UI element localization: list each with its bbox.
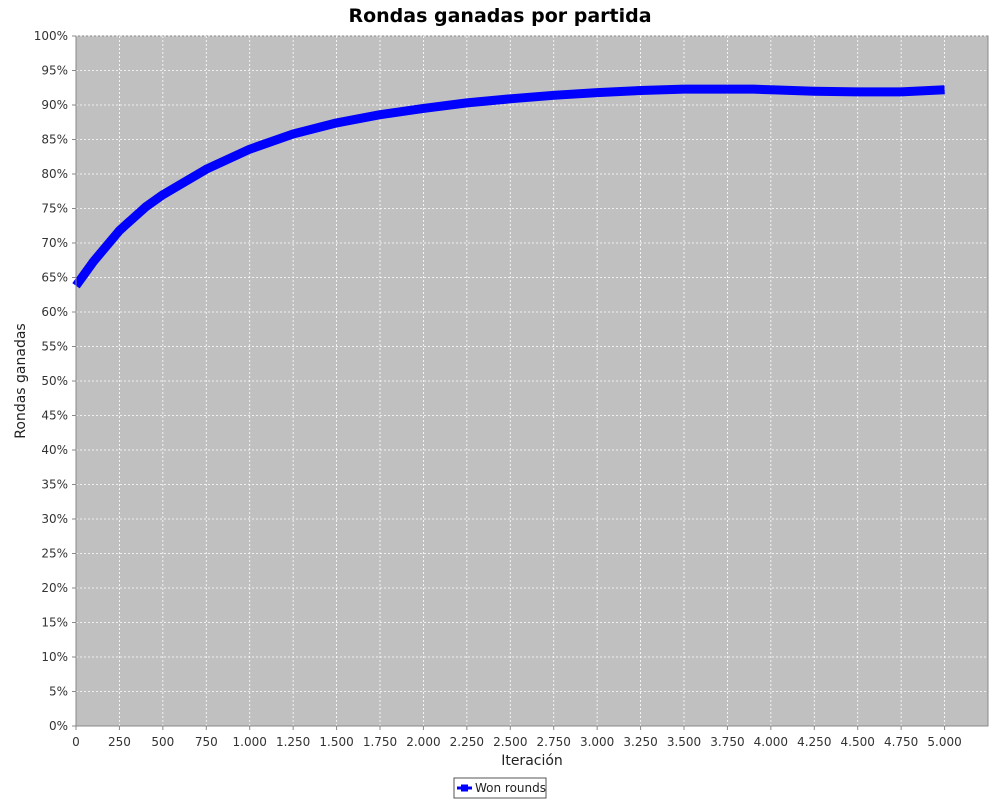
gridlines — [75, 35, 988, 727]
y-tick-label: 70% — [41, 236, 68, 250]
y-tick-label: 35% — [41, 478, 68, 492]
y-tick-label: 0% — [49, 719, 68, 733]
x-tick-label: 2.750 — [537, 735, 571, 749]
x-tick-label: 2.000 — [406, 735, 440, 749]
x-tick-label: 4.250 — [797, 735, 831, 749]
x-tick-label: 1.500 — [319, 735, 353, 749]
x-axis-ticks: 0 250 500 750 1.000 1.250 1.500 1.750 2.000 2.250… — [72, 726, 962, 749]
legend-box — [453, 777, 547, 799]
legend-entry-won-rounds: Won rounds — [475, 781, 546, 795]
x-tick-label: 1.250 — [276, 735, 310, 749]
x-tick-label: 3.500 — [667, 735, 701, 749]
x-tick-label: 500 — [151, 735, 174, 749]
x-tick-label: 4.500 — [841, 735, 875, 749]
y-tick-label: 15% — [41, 616, 68, 630]
x-tick-label: 2.500 — [493, 735, 527, 749]
series-line-won-rounds — [72, 84, 945, 289]
y-tick-label: 90% — [41, 98, 68, 112]
x-tick-label: 4.750 — [884, 735, 918, 749]
y-tick-label: 20% — [41, 581, 68, 595]
x-tick-label: 250 — [108, 735, 131, 749]
y-tick-label: 80% — [41, 167, 68, 181]
x-tick-label: 0 — [72, 735, 80, 749]
x-axis-label: Iteración — [501, 753, 563, 769]
y-axis-ticks: 0% 5% 10% 15% 20% 25% 30% 35% 40% 45% 50% 55% 60% 65%… — [34, 29, 76, 733]
legend-swatch-marker — [461, 784, 468, 792]
y-tick-label: 40% — [41, 443, 68, 457]
x-tick-label: 1.750 — [363, 735, 397, 749]
y-tick-label: 50% — [41, 374, 68, 388]
x-tick-label: 3.250 — [623, 735, 657, 749]
chart-title: Rondas ganadas por partida — [348, 5, 651, 27]
x-tick-label: 4.000 — [754, 735, 788, 749]
x-tick-label: 2.250 — [450, 735, 484, 749]
y-tick-label: 60% — [41, 305, 68, 319]
series-layer — [72, 84, 945, 289]
y-tick-label: 100% — [34, 29, 68, 43]
x-tick-label: 750 — [195, 735, 218, 749]
x-tick-label: 1.000 — [233, 735, 267, 749]
y-tick-label: 65% — [41, 271, 68, 285]
y-tick-label: 55% — [41, 340, 68, 354]
y-tick-label: 45% — [41, 409, 68, 423]
y-tick-label: 30% — [41, 512, 68, 526]
y-tick-label: 95% — [41, 64, 68, 78]
y-tick-label: 5% — [49, 685, 68, 699]
y-tick-label: 85% — [41, 133, 68, 147]
y-tick-label: 75% — [41, 202, 68, 216]
legend: Won rounds — [453, 777, 547, 799]
y-tick-label: 10% — [41, 650, 68, 664]
y-axis-label: Rondas ganadas — [13, 323, 29, 438]
x-tick-label: 5.000 — [927, 735, 961, 749]
y-tick-label: 25% — [41, 547, 68, 561]
x-tick-label: 3.000 — [580, 735, 614, 749]
x-tick-label: 3.750 — [710, 735, 744, 749]
